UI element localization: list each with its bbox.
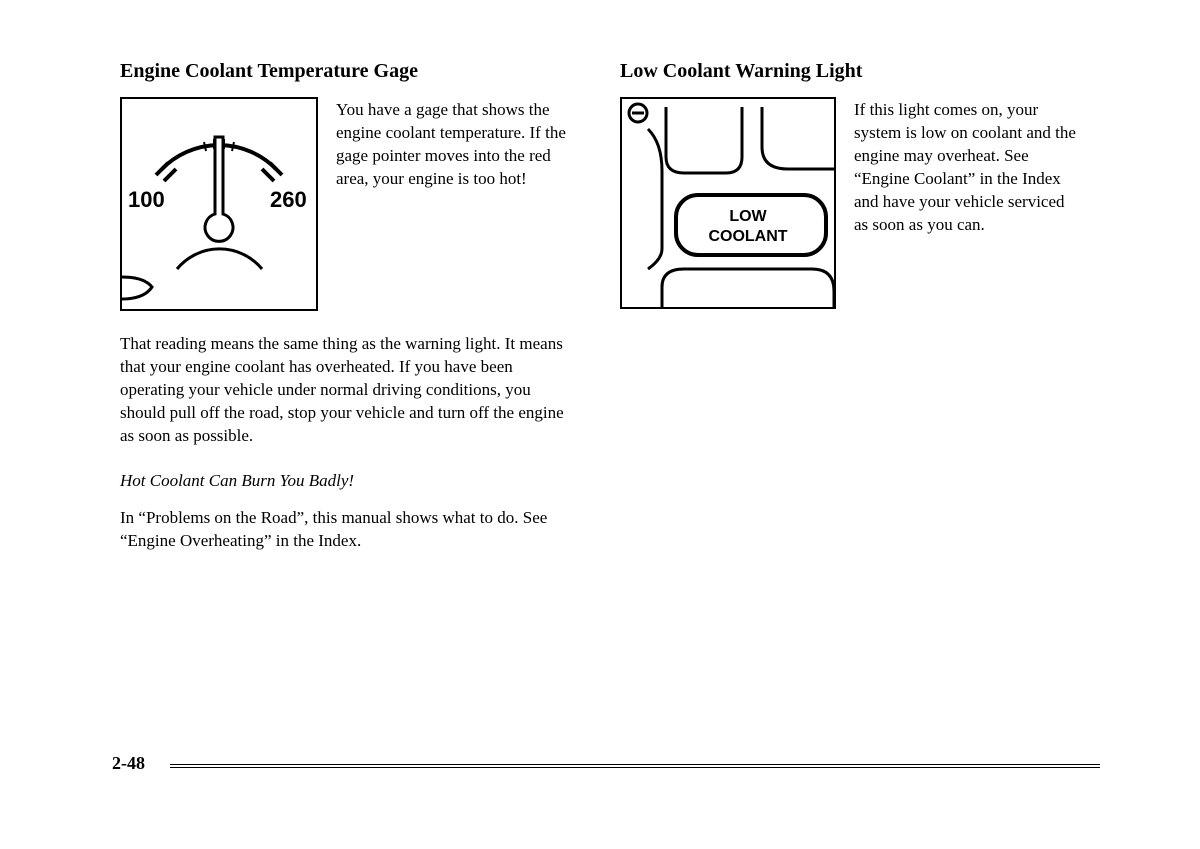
right-heading: Low Coolant Warning Light	[620, 60, 1080, 83]
low-coolant-icon: LOW COOLANT	[622, 99, 834, 307]
left-paragraph-warning: Hot Coolant Can Burn You Badly!	[120, 470, 580, 493]
gauge-low-label: 100	[128, 187, 165, 212]
left-column: Engine Coolant Temperature Gage	[120, 60, 580, 553]
left-heading: Engine Coolant Temperature Gage	[120, 60, 580, 83]
left-figure-caption: You have a gage that shows the engine co…	[336, 97, 580, 191]
right-figure-row: LOW COOLANT If this light comes on, your…	[620, 97, 1080, 309]
right-column: Low Coolant Warning Light LOW	[620, 60, 1080, 553]
left-paragraph-1: That reading means the same thing as the…	[120, 333, 580, 448]
page-number: 2-48	[112, 753, 155, 774]
footer-rules	[170, 762, 1100, 770]
left-paragraph-2: In “Problems on the Road”, this manual s…	[120, 507, 580, 553]
gauge-high-label: 260	[270, 187, 307, 212]
right-figure-caption: If this light comes on, your system is l…	[854, 97, 1080, 237]
low-coolant-label-line2: COOLANT	[708, 228, 787, 245]
low-coolant-label-line1: LOW	[729, 208, 767, 225]
two-column-layout: Engine Coolant Temperature Gage	[120, 60, 1100, 553]
temperature-gauge-figure: 100 260	[120, 97, 318, 311]
page-footer: 2-48	[112, 748, 1100, 774]
manual-page: Engine Coolant Temperature Gage	[120, 60, 1100, 553]
temperature-gauge-icon: 100 260	[122, 99, 316, 309]
left-figure-row: 100 260 You have a gage that shows the e…	[120, 97, 580, 311]
low-coolant-figure: LOW COOLANT	[620, 97, 836, 309]
